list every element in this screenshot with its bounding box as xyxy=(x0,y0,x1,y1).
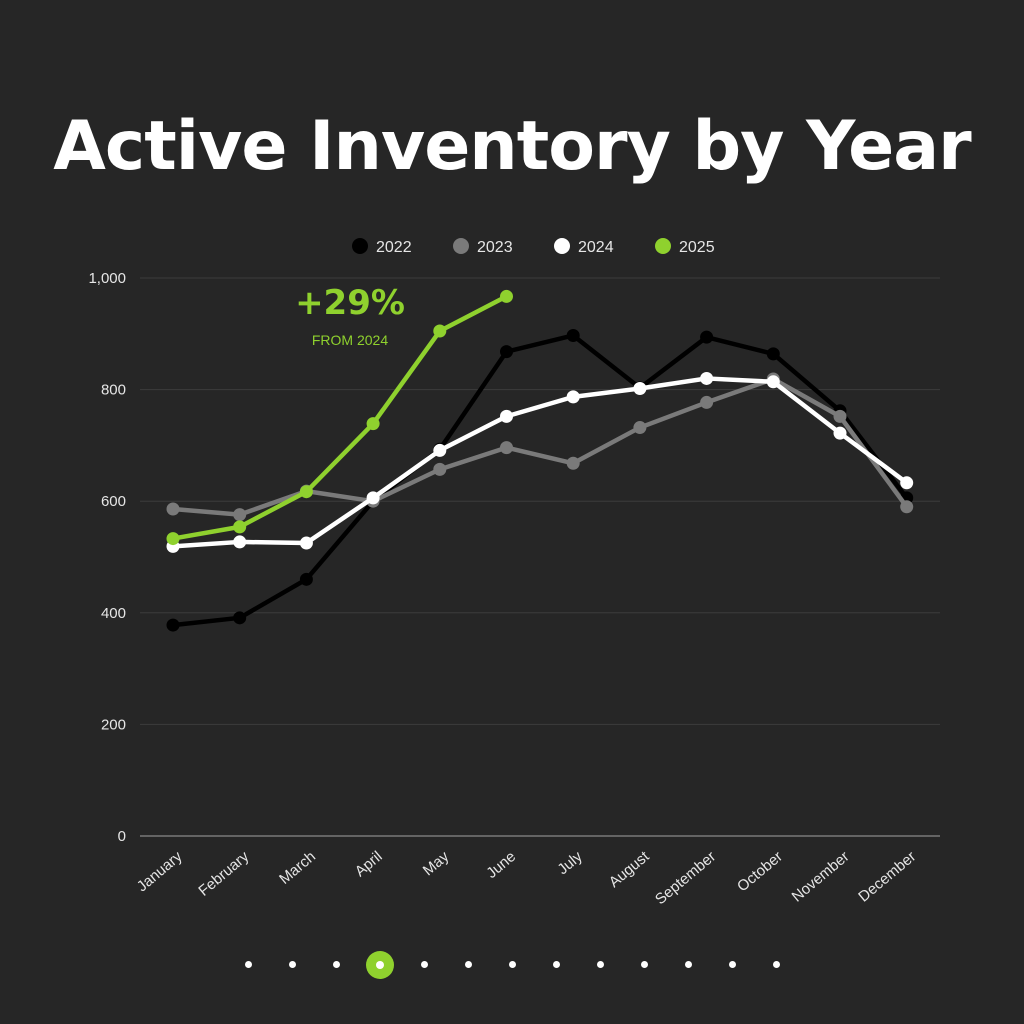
legend-label: 2022 xyxy=(376,239,412,256)
legend-marker xyxy=(554,238,570,254)
data-point xyxy=(166,502,180,516)
data-point xyxy=(433,462,447,476)
legend: 2022 2023 2024 2025 xyxy=(352,238,715,256)
data-point xyxy=(299,485,313,499)
x-tick-label: June xyxy=(483,848,519,882)
series-line xyxy=(170,376,909,549)
pager-dot[interactable] xyxy=(420,961,428,968)
data-point xyxy=(366,417,380,431)
data-point xyxy=(566,328,580,342)
pager-dot[interactable] xyxy=(772,961,780,968)
annotation: +29% FROM 2024 xyxy=(295,283,405,348)
legend-marker xyxy=(352,238,368,254)
data-point xyxy=(233,520,247,534)
data-point xyxy=(633,381,647,395)
x-tick-label: January xyxy=(134,848,186,896)
grid: 0 200 400 600 800 1,000 January February March Ap… xyxy=(88,270,940,908)
series-2024 xyxy=(166,371,914,553)
data-point xyxy=(500,441,513,455)
carousel-pager xyxy=(0,945,1024,985)
pager-dot[interactable] xyxy=(332,961,340,968)
x-tick-label: October xyxy=(734,848,786,895)
pager-dot[interactable] xyxy=(640,961,648,968)
data-point xyxy=(500,289,513,303)
y-tick-label: 200 xyxy=(101,716,126,733)
legend-marker xyxy=(655,238,671,254)
series xyxy=(166,289,914,632)
data-point xyxy=(500,345,513,359)
legend-item: 2024 xyxy=(554,238,614,256)
x-tick-label: May xyxy=(420,848,453,880)
legend-label: 2025 xyxy=(679,239,715,256)
x-tick-label: February xyxy=(195,848,252,900)
data-point xyxy=(566,456,580,470)
y-tick-label: 600 xyxy=(101,493,126,510)
legend-item: 2023 xyxy=(453,238,513,256)
data-point xyxy=(366,491,380,505)
series-line xyxy=(170,333,909,628)
data-point xyxy=(833,426,847,440)
pager-dot[interactable] xyxy=(684,961,692,968)
chart-title: Active Inventory by Year xyxy=(53,107,971,186)
x-tick-label: July xyxy=(554,848,586,878)
data-point xyxy=(299,572,313,586)
y-tick-label: 400 xyxy=(101,605,126,622)
data-point xyxy=(700,395,714,409)
data-point xyxy=(299,536,313,550)
x-tick-label: April xyxy=(352,848,386,880)
series-2025 xyxy=(166,289,513,546)
y-tick-label: 800 xyxy=(101,382,126,399)
pager-dot[interactable] xyxy=(596,961,604,968)
data-point xyxy=(233,535,247,549)
data-point xyxy=(500,409,513,423)
data-point xyxy=(633,421,647,435)
data-point xyxy=(433,324,447,338)
data-point xyxy=(233,508,247,522)
pager-dot[interactable] xyxy=(464,961,472,968)
pager-dot-active[interactable] xyxy=(366,951,394,979)
data-point xyxy=(166,532,180,546)
data-point xyxy=(766,347,780,361)
data-point xyxy=(166,618,180,632)
x-tick-label: November xyxy=(789,848,853,906)
data-point xyxy=(900,476,914,490)
data-point xyxy=(766,375,780,389)
series-line xyxy=(170,294,509,541)
pager-dot[interactable] xyxy=(244,961,252,968)
legend-label: 2023 xyxy=(477,239,513,256)
series-2022 xyxy=(166,328,914,632)
annotation-value: +29% xyxy=(295,283,405,323)
data-point xyxy=(433,443,447,457)
legend-marker xyxy=(453,238,469,254)
x-tick-label: August xyxy=(606,848,653,892)
legend-item: 2025 xyxy=(655,238,715,256)
x-tick-label: September xyxy=(652,848,719,908)
data-point xyxy=(233,611,247,625)
y-tick-label: 0 xyxy=(118,828,126,845)
pager-dot[interactable] xyxy=(508,961,516,968)
data-point xyxy=(700,330,714,344)
legend-label: 2024 xyxy=(578,239,614,256)
legend-item: 2022 xyxy=(352,238,412,256)
data-point xyxy=(900,500,914,514)
data-point xyxy=(700,371,714,385)
pager-dot[interactable] xyxy=(288,961,296,968)
annotation-label: FROM 2024 xyxy=(312,332,388,348)
data-point xyxy=(566,390,580,404)
x-tick-label: March xyxy=(276,848,319,888)
pager-dot[interactable] xyxy=(728,961,736,968)
y-tick-label: 1,000 xyxy=(88,270,126,287)
data-point xyxy=(833,409,847,423)
x-tick-label: December xyxy=(855,848,919,906)
series-2023 xyxy=(166,372,914,522)
pager-dot[interactable] xyxy=(552,961,560,968)
